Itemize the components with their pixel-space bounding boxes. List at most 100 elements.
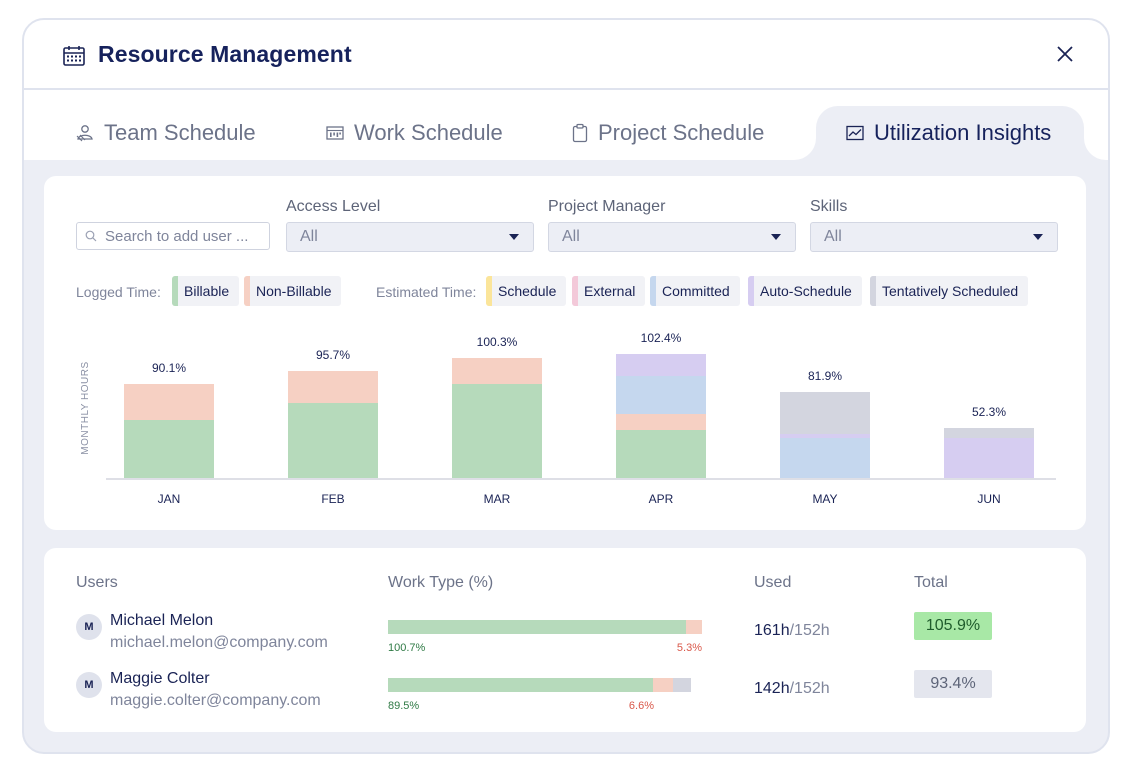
x-tick-label: JAN [158,492,181,506]
percent-label: 100.3% [477,335,518,349]
access-level-value: All [300,228,318,245]
percent-label: 95.7% [316,348,350,362]
tentative-segment [672,678,692,692]
resource-management-window: Resource Management Team Schedule Work S… [22,18,1110,754]
calendar-icon [63,46,85,66]
bar-segment-non-billable [288,371,378,403]
tab-label: Team Schedule [104,120,256,145]
x-tick-label: FEB [321,492,344,506]
capacity-value: /152h [789,622,830,639]
logged-time-label: Logged Time: [76,284,161,300]
user-name: Maggie Colter [110,670,210,687]
insights-chart-card: Access Level All Project Manager All Ski… [44,176,1086,530]
work-type-bar [388,678,692,692]
table-row[interactable]: M Maggie Colter maggie.colter@company.co… [44,670,1086,718]
billable-percent: 89.5% [388,700,420,712]
used-hours: 161h/152h [754,622,830,640]
user-email: maggie.colter@company.com [110,692,321,709]
bar-segment-tentatively-scheduled [944,428,1034,438]
team-icon [76,125,93,142]
caret-down-icon [1033,234,1043,240]
x-tick-label: MAR [484,492,511,506]
calendar-grid-icon [326,126,344,140]
skills-label: Skills [810,198,848,215]
legend-non-billable[interactable]: Non-Billable [244,276,342,306]
estimated-time-label: Estimated Time: [376,284,477,300]
non-billable-percent: 5.3% [676,642,702,654]
non-billable-segment [653,678,673,692]
bar-segment-billable [288,403,378,478]
bar-segment-non-billable [124,384,214,420]
user-email: michael.melon@company.com [110,634,328,651]
search-input[interactable] [103,226,267,246]
tab-work-schedule[interactable]: Work Schedule [326,106,503,160]
legend-external[interactable]: External [572,276,646,306]
bar-segment-committed [616,376,706,414]
non-billable-segment [686,620,702,634]
billable-segment [388,678,654,692]
bar-segment-auto-schedule [944,438,1034,478]
table-row[interactable]: M Michael Melon michael.melon@company.co… [44,612,1086,660]
bar-segment-billable [616,430,706,478]
total-badge: 105.9% [914,612,992,640]
project-manager-label: Project Manager [548,198,666,215]
window-title: Resource Management [98,41,352,67]
tab-utilization-insights[interactable]: Utilization Insights [816,106,1084,160]
bar-segment-committed [780,438,870,478]
percent-label: 102.4% [641,331,682,345]
project-manager-select[interactable]: All [548,222,796,252]
title-bar: Resource Management [24,20,1108,90]
access-level-select[interactable]: All [286,222,534,252]
x-tick-label: MAY [812,492,837,506]
search-icon [85,230,97,242]
used-value: 161h [754,622,790,639]
work-type-bar [388,620,702,634]
legend-tentatively-scheduled[interactable]: Tentatively Scheduled [870,276,1029,306]
tab-label: Work Schedule [354,120,503,145]
utilization-chart: MONTHLY HOURS 90.1% JAN 95.7% FEB 100.3% MAR 10… [80,331,1056,506]
clipboard-icon [572,123,588,143]
tab-label: Project Schedule [598,120,765,145]
bar-segment-non-billable [452,358,542,384]
billable-segment [388,620,687,634]
non-billable-percent: 6.6% [628,700,654,712]
percent-label: 52.3% [972,405,1006,419]
access-level-label: Access Level [286,198,381,215]
trend-chart-icon [846,125,864,141]
bar-segment-billable [124,420,214,478]
percent-label: 90.1% [152,361,186,375]
users-table-card: Users Work Type (%) Used Total M Michael… [44,548,1086,732]
x-tick-label: JUN [977,492,1000,506]
skills-select[interactable]: All [810,222,1058,252]
x-tick-label: APR [649,492,674,506]
user-name: Michael Melon [110,612,214,629]
close-icon[interactable] [1054,43,1076,65]
tab-team-schedule[interactable]: Team Schedule [76,106,256,160]
tab-bar: Team Schedule Work Schedule Project Sche… [24,90,1108,160]
used-header: Used [754,574,792,591]
legend-auto-schedule[interactable]: Auto-Schedule [748,276,862,306]
bar-segment-non-billable [616,414,706,430]
project-manager-value: All [562,228,580,245]
legend-committed[interactable]: Committed [650,276,740,306]
used-hours: 142h/152h [754,680,830,698]
percent-label: 81.9% [808,369,842,383]
user-search[interactable] [76,222,270,250]
avatar: M [76,614,102,640]
total-badge: 93.4% [914,670,992,698]
users-header: Users [76,574,118,591]
total-header: Total [914,574,948,591]
tab-project-schedule[interactable]: Project Schedule [572,106,764,160]
billable-percent: 100.7% [388,642,426,654]
y-axis-label: MONTHLY HOURS [80,361,91,454]
caret-down-icon [509,234,519,240]
avatar: M [76,672,102,698]
used-value: 142h [754,680,790,697]
capacity-value: /152h [789,680,830,697]
legend-schedule[interactable]: Schedule [486,276,567,306]
bar-segment-tentatively-scheduled [780,392,870,434]
bar-segment-auto-schedule [616,354,706,376]
legend-billable[interactable]: Billable [172,276,240,306]
tab-label: Utilization Insights [874,120,1052,145]
caret-down-icon [771,234,781,240]
